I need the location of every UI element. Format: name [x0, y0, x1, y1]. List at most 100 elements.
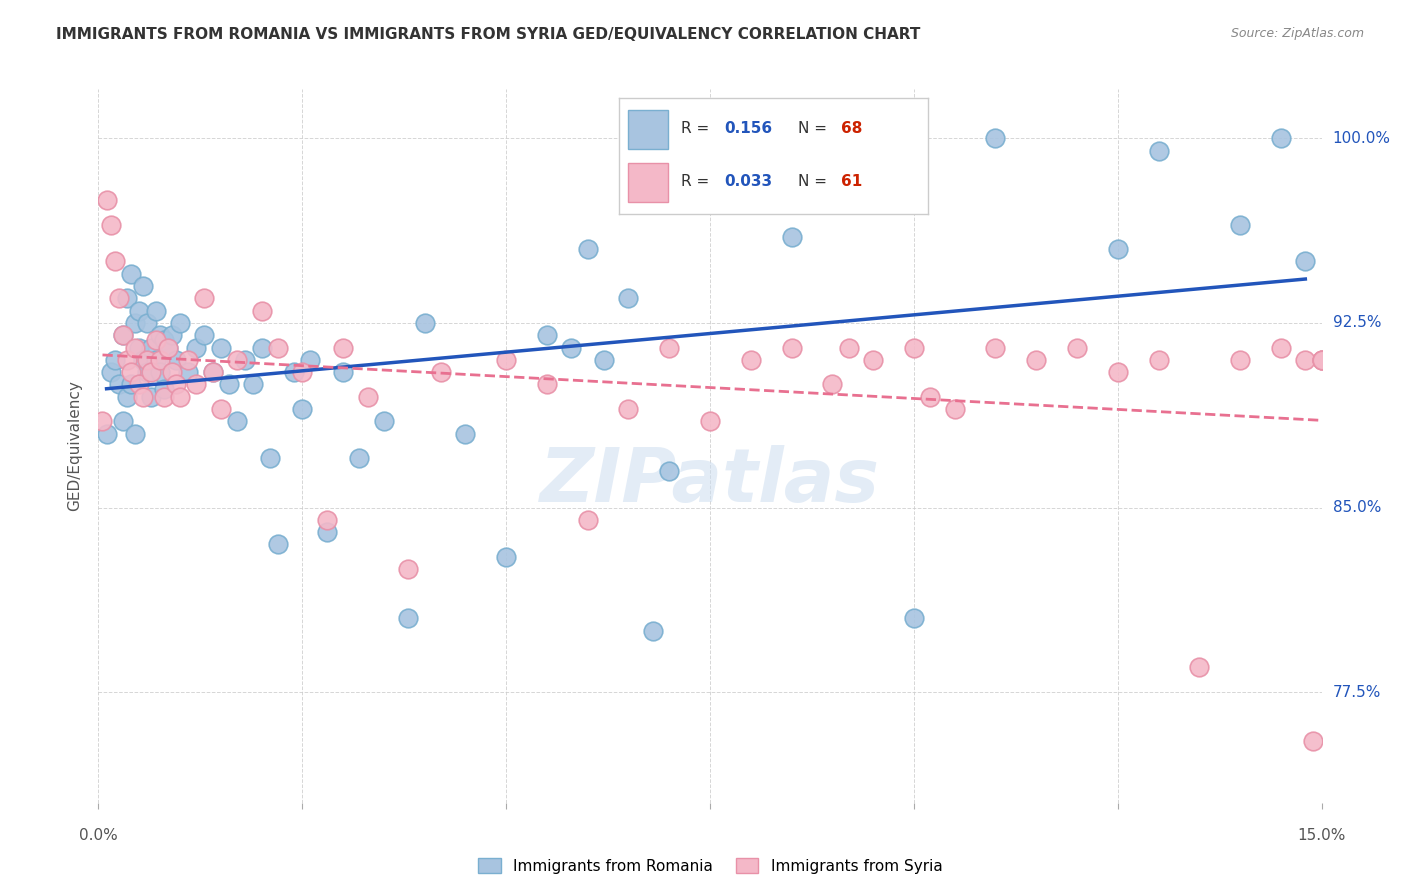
- Point: [454, 426, 477, 441]
- Point: [108, 377, 131, 392]
- Point: [193, 328, 215, 343]
- Point: [576, 513, 599, 527]
- Point: [177, 365, 200, 379]
- Point: [226, 414, 249, 428]
- Point: [1107, 365, 1129, 379]
- Text: 100.0%: 100.0%: [1333, 131, 1391, 146]
- Text: 77.5%: 77.5%: [1333, 684, 1381, 699]
- Point: [152, 390, 174, 404]
- Point: [193, 291, 215, 305]
- Point: [1188, 660, 1211, 674]
- Point: [152, 383, 174, 397]
- Point: [111, 328, 134, 343]
- Point: [186, 377, 208, 392]
- Point: [1270, 131, 1292, 145]
- Point: [96, 193, 118, 207]
- Point: [96, 426, 118, 441]
- Point: [1294, 352, 1316, 367]
- Point: [177, 352, 200, 367]
- Text: ZIPatlas: ZIPatlas: [540, 445, 880, 518]
- Point: [430, 365, 453, 379]
- Point: [115, 352, 138, 367]
- Point: [903, 611, 925, 625]
- Point: [617, 291, 640, 305]
- Point: [332, 341, 354, 355]
- Point: [740, 352, 762, 367]
- Point: [920, 390, 942, 404]
- Point: [132, 352, 155, 367]
- Point: [149, 328, 172, 343]
- Point: [1270, 341, 1292, 355]
- Text: 92.5%: 92.5%: [1333, 316, 1381, 330]
- Point: [115, 291, 138, 305]
- Y-axis label: GED/Equivalency: GED/Equivalency: [67, 381, 83, 511]
- Point: [838, 341, 860, 355]
- Point: [186, 341, 208, 355]
- Text: 0.156: 0.156: [724, 120, 772, 136]
- Point: [128, 377, 150, 392]
- Point: [120, 267, 142, 281]
- Point: [984, 131, 1007, 145]
- Point: [1294, 254, 1316, 268]
- Point: [111, 414, 134, 428]
- Point: [165, 352, 187, 367]
- Point: [283, 365, 305, 379]
- Point: [641, 624, 664, 638]
- Point: [115, 390, 138, 404]
- Point: [160, 365, 183, 379]
- Point: [821, 377, 844, 392]
- Point: [233, 352, 256, 367]
- Text: N =: N =: [799, 174, 832, 189]
- Point: [141, 341, 163, 355]
- Point: [259, 451, 281, 466]
- Point: [201, 365, 224, 379]
- Point: [111, 328, 134, 343]
- Point: [250, 341, 273, 355]
- Point: [201, 365, 224, 379]
- Point: [332, 365, 354, 379]
- Point: [104, 254, 127, 268]
- Point: [160, 328, 183, 343]
- Point: [267, 341, 290, 355]
- Point: [124, 316, 146, 330]
- Point: [315, 513, 337, 527]
- Point: [169, 316, 191, 330]
- Point: [141, 390, 163, 404]
- Point: [576, 242, 599, 256]
- Point: [209, 341, 232, 355]
- Point: [780, 341, 803, 355]
- Text: 68: 68: [841, 120, 863, 136]
- Point: [124, 341, 146, 355]
- Point: [91, 414, 114, 428]
- Point: [291, 365, 314, 379]
- Text: 15.0%: 15.0%: [1298, 828, 1346, 843]
- Point: [152, 333, 174, 347]
- Point: [169, 390, 191, 404]
- Text: 85.0%: 85.0%: [1333, 500, 1381, 515]
- Text: R =: R =: [681, 120, 714, 136]
- Point: [132, 279, 155, 293]
- Text: IMMIGRANTS FROM ROMANIA VS IMMIGRANTS FROM SYRIA GED/EQUIVALENCY CORRELATION CHA: IMMIGRANTS FROM ROMANIA VS IMMIGRANTS FR…: [56, 27, 921, 42]
- Bar: [628, 110, 668, 149]
- Point: [267, 537, 290, 551]
- Point: [495, 549, 517, 564]
- Point: [373, 414, 395, 428]
- Point: [984, 341, 1007, 355]
- Point: [560, 341, 582, 355]
- Point: [141, 365, 163, 379]
- Point: [1302, 734, 1324, 748]
- Point: [100, 365, 122, 379]
- Point: [536, 377, 558, 392]
- Point: [1066, 341, 1088, 355]
- Point: [495, 352, 517, 367]
- Point: [658, 341, 681, 355]
- Point: [780, 230, 803, 244]
- Point: [617, 402, 640, 417]
- Point: [136, 352, 159, 367]
- Point: [536, 328, 558, 343]
- Point: [315, 525, 337, 540]
- Point: [396, 611, 419, 625]
- Point: [1229, 218, 1251, 232]
- Point: [128, 303, 150, 318]
- Point: [120, 365, 142, 379]
